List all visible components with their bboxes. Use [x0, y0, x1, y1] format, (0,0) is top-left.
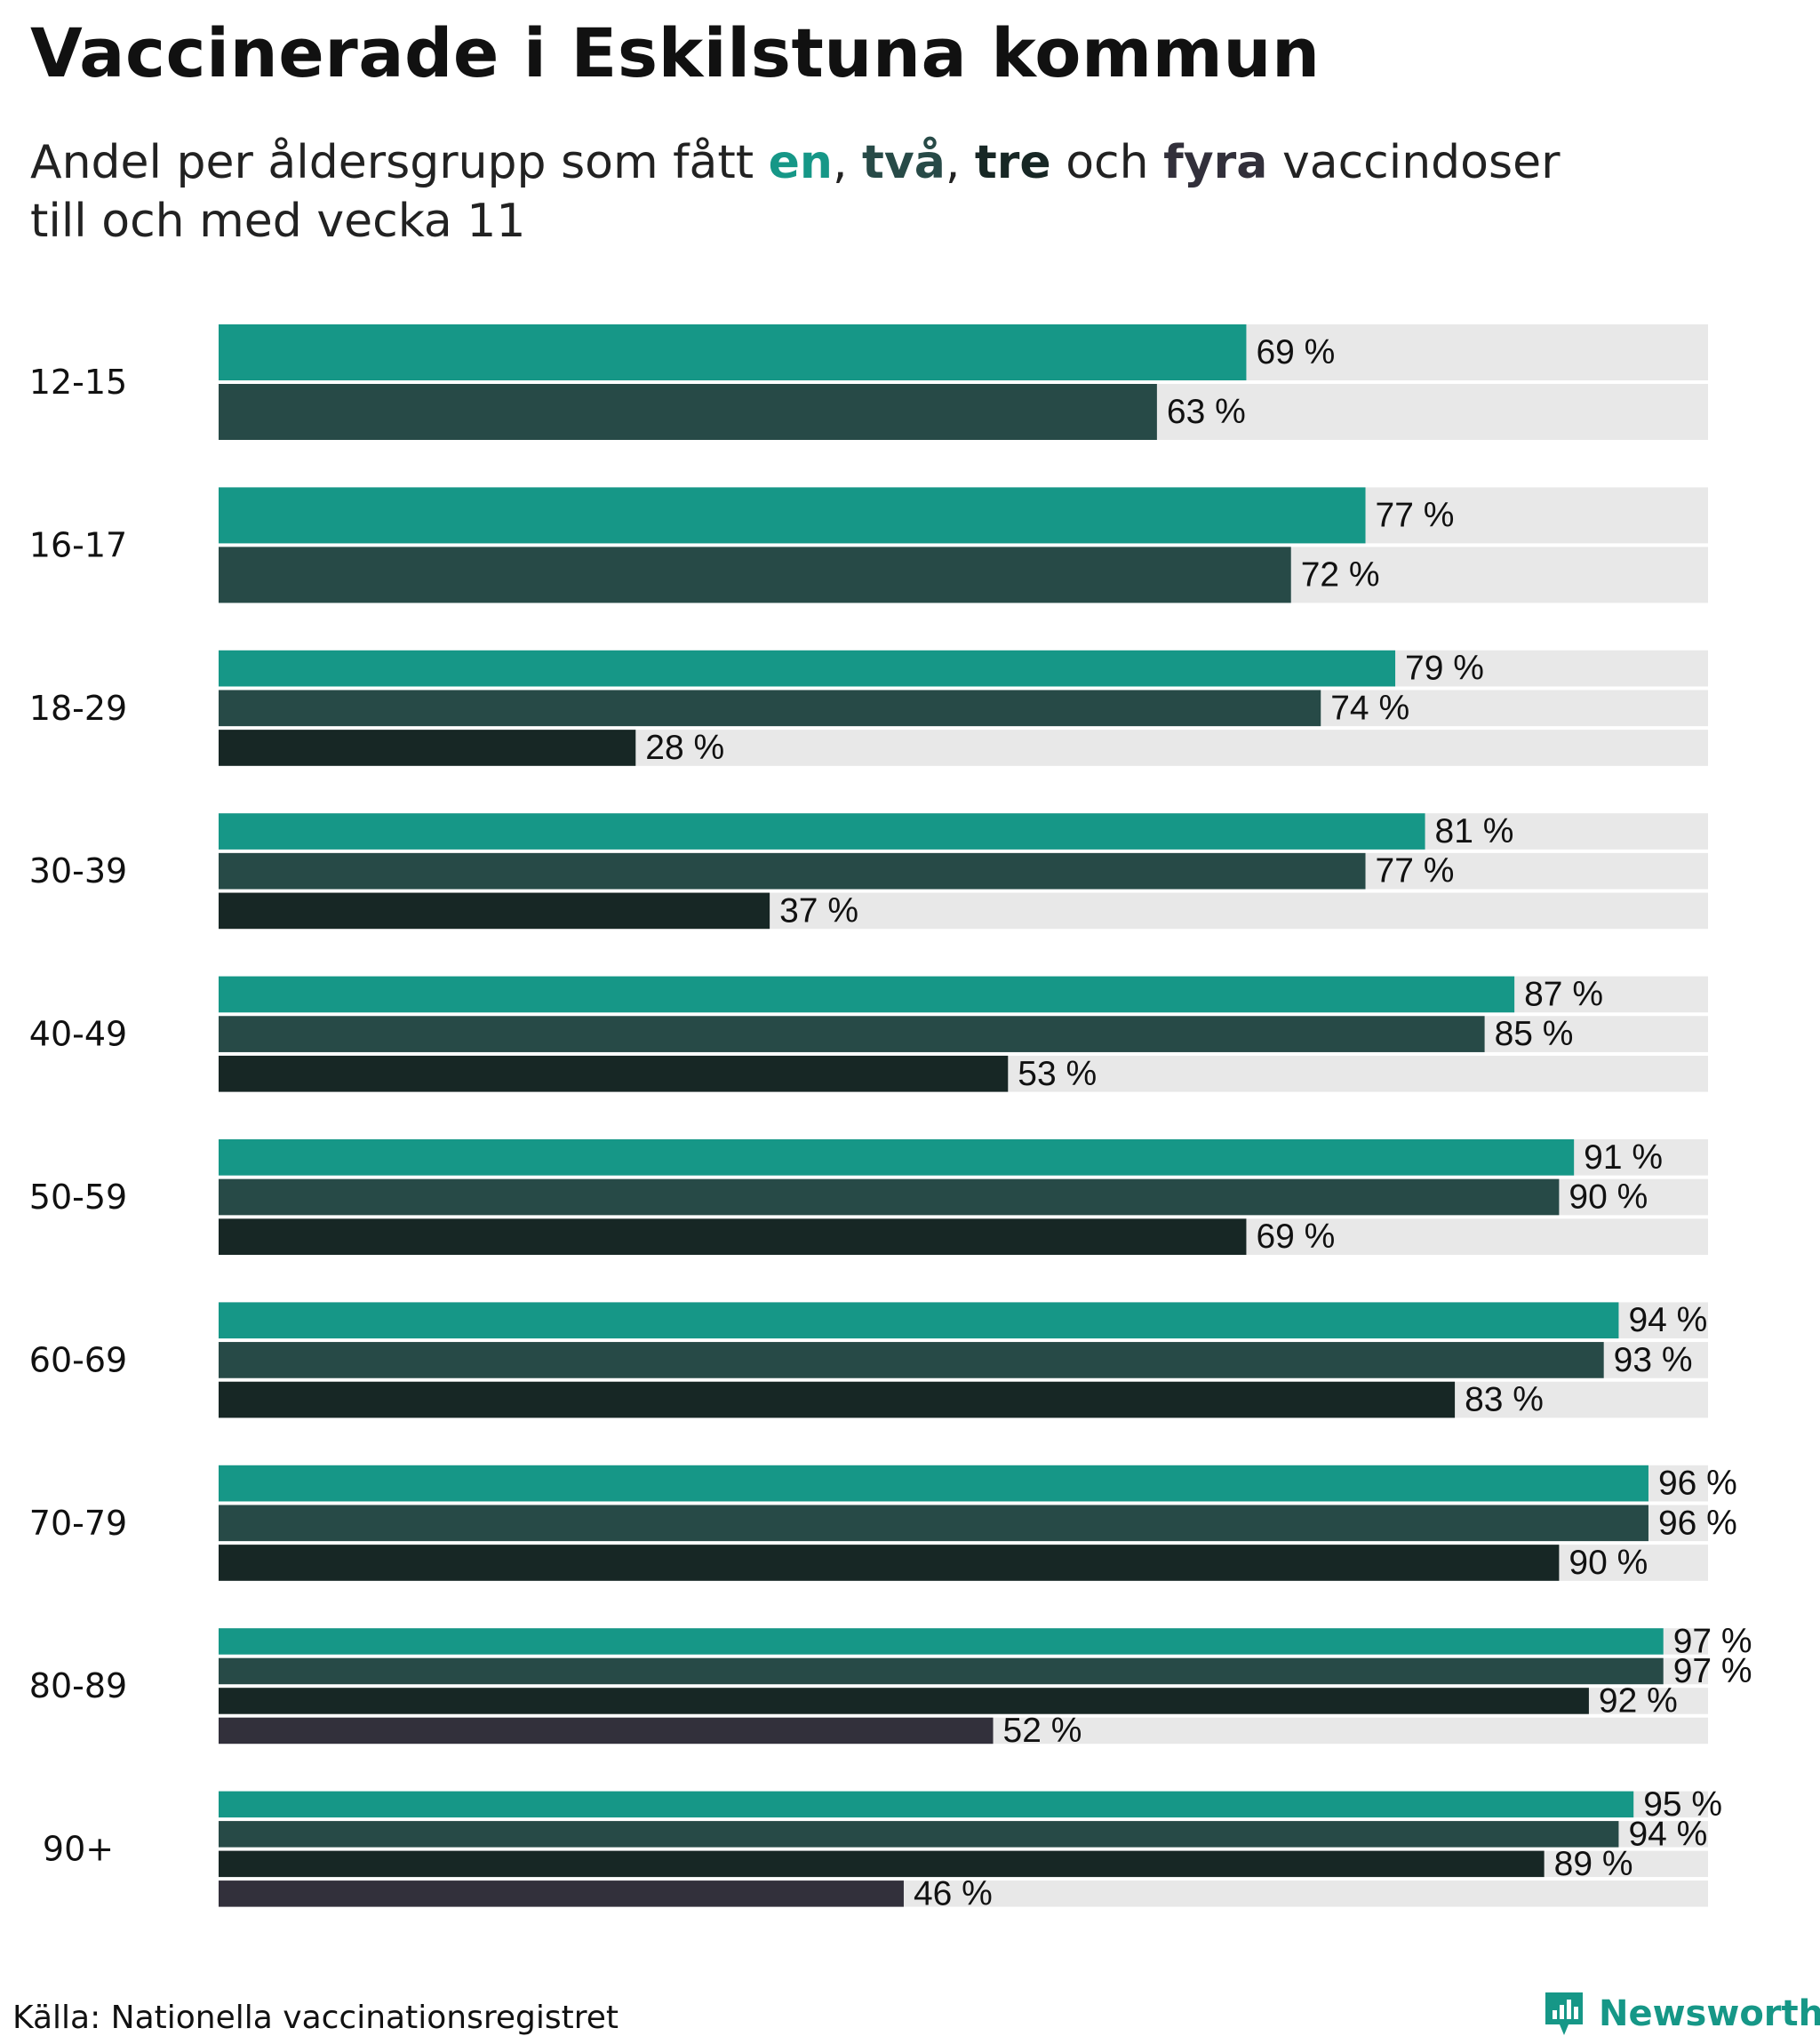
data-label: 81 % [1435, 812, 1514, 850]
bar-tre [219, 1381, 1456, 1418]
bar-tre [219, 1545, 1560, 1581]
legend-dose-1: en [768, 136, 833, 189]
bar-group: 90+ 95 %94 %89 % 46 % [43, 1785, 1722, 1913]
data-label: 93 % [1614, 1341, 1693, 1379]
bar-två [219, 384, 1157, 440]
brand-name: Newsworthy [1599, 1993, 1820, 2034]
data-label: 89 % [1554, 1845, 1633, 1883]
category-label: 30-39 [29, 851, 127, 890]
legend-dose-2: två [862, 136, 946, 189]
data-label: 77 % [1376, 496, 1455, 534]
data-label: 96 % [1658, 1465, 1737, 1503]
bar-en [219, 813, 1425, 850]
bar-två [219, 1821, 1619, 1848]
bar-group: 16-17 77 % 72 % [29, 487, 1708, 603]
data-label: 77 % [1376, 852, 1455, 890]
category-label: 50-59 [29, 1178, 127, 1217]
chart-subtitle: Andel per åldersgrupp som fått en, två, … [30, 133, 1630, 251]
bar-group: 30-39 81 %77 % 37 % [29, 812, 1708, 930]
subtitle-comma: , [945, 136, 961, 189]
data-label: 83 % [1465, 1381, 1544, 1419]
data-label: 79 % [1405, 650, 1484, 688]
data-label: 52 % [1003, 1712, 1082, 1750]
bar-group: 60-69 94 %93 % 83 % [29, 1301, 1708, 1419]
bar-en [219, 324, 1247, 380]
bar-två [219, 1016, 1485, 1052]
subtitle-suffix: vaccindoser [1281, 136, 1561, 189]
bar-tre [219, 892, 770, 930]
legend-dose-4: fyra [1163, 136, 1268, 189]
data-label: 97 % [1673, 1622, 1752, 1660]
data-label: 92 % [1599, 1681, 1678, 1720]
bar-fyra [219, 1717, 994, 1745]
source-note: Källa: Nationella vaccinationsregistret [12, 2000, 619, 2036]
subtitle-prefix: Andel per åldersgrupp som fått [30, 136, 754, 189]
category-label: 80-89 [29, 1666, 127, 1705]
bar-två [219, 852, 1366, 890]
chart-title: Vaccinerade i Eskilstuna kommun [30, 13, 1321, 92]
data-label: 53 % [1018, 1055, 1097, 1093]
data-label: 46 % [914, 1874, 993, 1912]
bar-två [219, 1178, 1560, 1216]
newsworthy-logo-icon [1545, 1992, 1583, 2035]
bar-två [219, 1505, 1648, 1542]
bar-group: 70-79 96 %96 % 90 % [29, 1465, 1737, 1582]
data-label: 87 % [1524, 975, 1603, 1013]
data-label: 69 % [1256, 1218, 1335, 1256]
bar-två [219, 1342, 1604, 1378]
category-label: 60-69 [29, 1340, 127, 1379]
data-label: 97 % [1673, 1652, 1752, 1690]
bar-två [219, 1657, 1664, 1685]
data-label: 95 % [1643, 1785, 1722, 1824]
data-label: 94 % [1628, 1815, 1707, 1853]
bar-tre [219, 1850, 1545, 1878]
bar-tre [219, 1055, 1009, 1092]
bar-en [219, 1139, 1575, 1176]
bar-group: 50-59 91 %90 % 69 % [29, 1138, 1708, 1256]
data-label: 90 % [1569, 1544, 1648, 1582]
bar-en [219, 1628, 1664, 1655]
bar-tre [219, 730, 636, 766]
category-label: 70-79 [29, 1504, 127, 1543]
bar-två [219, 547, 1291, 603]
category-label: 18-29 [29, 689, 127, 728]
bar-group: 12-15 69 % 63 % [29, 324, 1708, 440]
category-label: 40-49 [29, 1015, 127, 1054]
subtitle-line-2: till och med vecka 11 [30, 195, 526, 248]
bar-en [219, 650, 1396, 687]
bar-tre [219, 1218, 1247, 1255]
data-label: 28 % [645, 729, 724, 767]
bar-en [219, 487, 1366, 544]
data-label: 85 % [1495, 1015, 1574, 1053]
subtitle-comma: , [832, 136, 848, 189]
data-label: 90 % [1569, 1178, 1648, 1217]
bar-två [219, 690, 1321, 727]
legend-dose-3: tre [974, 136, 1051, 189]
data-label: 91 % [1584, 1138, 1663, 1177]
data-label: 63 % [1167, 393, 1246, 431]
data-label: 72 % [1301, 555, 1380, 594]
bar-fyra [219, 1880, 904, 1907]
category-label: 16-17 [29, 525, 127, 564]
category-label: 90+ [43, 1830, 114, 1869]
data-label: 94 % [1628, 1301, 1707, 1339]
bar-group: 18-29 79 %74 % 28 % [29, 650, 1708, 767]
bar-en [219, 1302, 1619, 1339]
bar-tre [219, 1688, 1589, 1714]
data-label: 37 % [779, 891, 858, 930]
category-label: 12-15 [29, 363, 127, 402]
data-label: 74 % [1330, 689, 1409, 727]
brand: Newsworthy [1542, 1989, 1820, 2039]
bar-en [219, 1465, 1648, 1502]
bar-group: 40-49 87 %85 % 53 % [29, 975, 1708, 1093]
bar-en [219, 976, 1515, 1013]
bar-en [219, 1791, 1634, 1818]
subtitle-and: och [1066, 136, 1149, 189]
data-label: 69 % [1256, 333, 1335, 371]
data-label: 96 % [1658, 1504, 1737, 1542]
